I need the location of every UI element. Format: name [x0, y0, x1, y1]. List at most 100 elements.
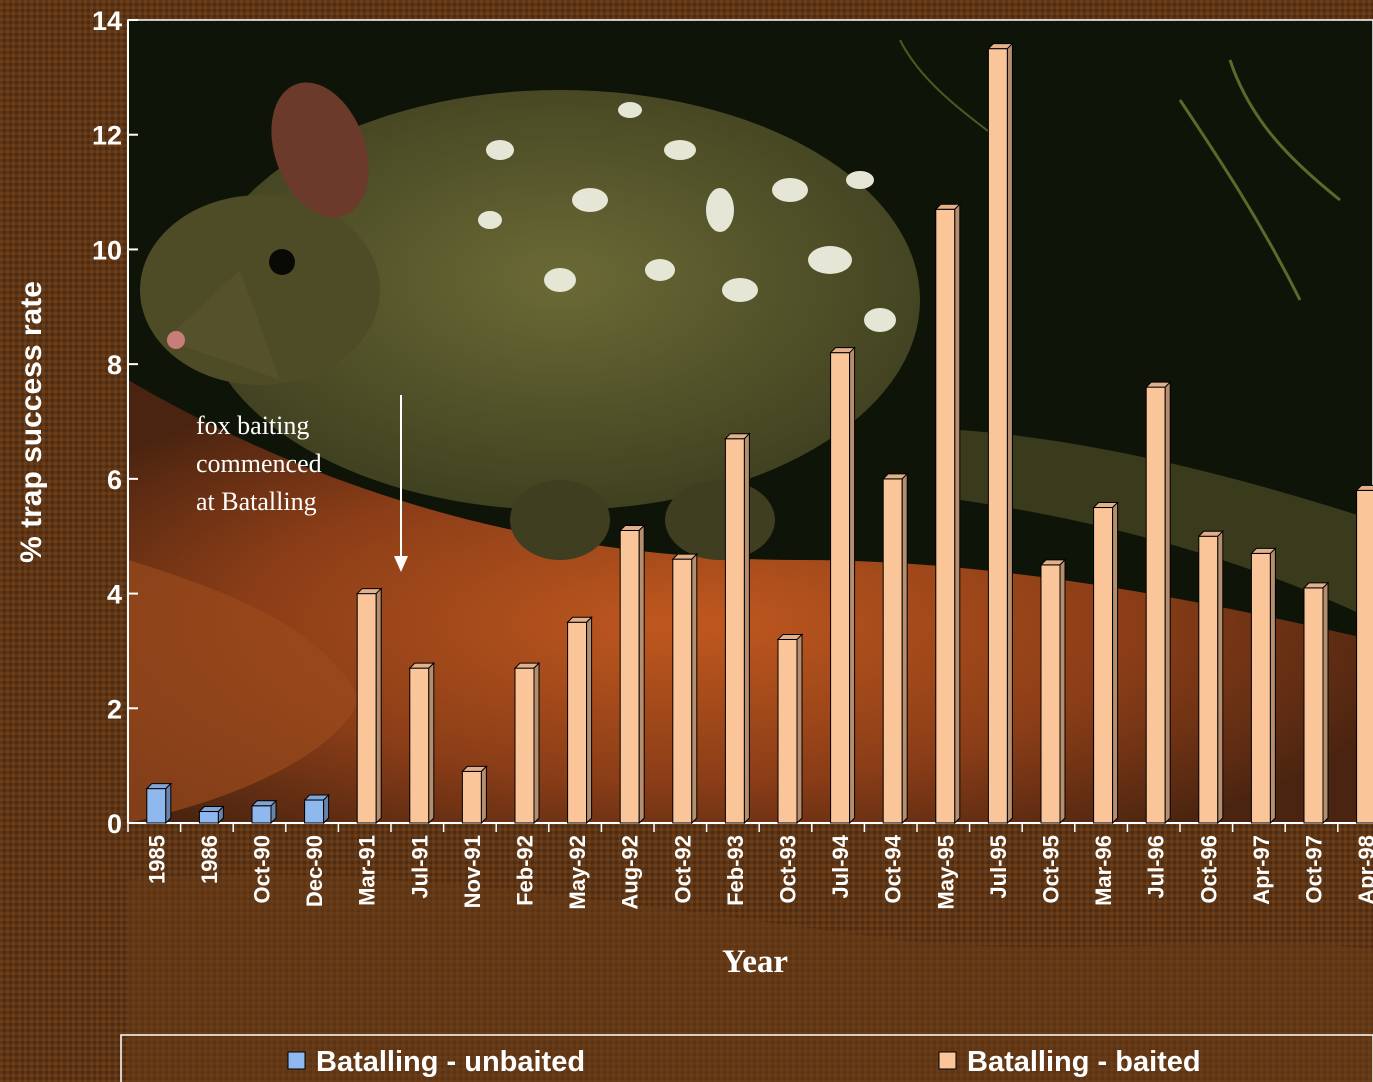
bar: [724, 432, 751, 825]
bar: [145, 782, 173, 825]
bar-side: [1006, 42, 1013, 825]
y-ticks: 0 2 4 6 8 10 12 14: [92, 6, 138, 839]
bar-front: [146, 788, 167, 824]
bar: [1355, 484, 1373, 824]
bar-front: [567, 621, 588, 824]
bar-front: [724, 438, 745, 824]
x-tick-label: Oct-97: [1302, 835, 1327, 903]
bar: [1144, 380, 1172, 825]
y-tick-label: 12: [92, 121, 122, 151]
bar-front: [777, 638, 798, 824]
x-tick-label: Apr-98: [1354, 835, 1373, 905]
bar-front: [1198, 535, 1219, 824]
y-tick-label: 8: [107, 350, 122, 380]
x-tick-label: Jul-96: [1144, 835, 1169, 899]
bar-side: [375, 587, 382, 825]
legend: Batalling - unbaited Batalling - baited: [120, 1034, 1373, 1082]
bar-front: [830, 352, 851, 824]
y-tick-label: 2: [107, 694, 122, 724]
bar-front: [251, 805, 272, 824]
bar-side: [217, 805, 224, 825]
bar-front: [356, 593, 377, 824]
x-tick-label: Oct-94: [881, 834, 906, 903]
bar: [303, 793, 330, 825]
x-tick-label: Apr-97: [1249, 835, 1274, 905]
y-tick-label: 4: [107, 580, 122, 610]
bar-side: [586, 616, 593, 825]
bar-front: [987, 48, 1008, 824]
bars: [145, 42, 1373, 825]
bar-front: [1250, 552, 1271, 824]
legend-label-baited: Batalling - baited: [967, 1046, 1201, 1078]
bar: [1039, 558, 1067, 825]
legend-label-unbaited: Batalling - unbaited: [316, 1046, 585, 1078]
x-tick-label: Mar-91: [355, 835, 380, 906]
bar-front: [672, 558, 693, 824]
bar-side: [743, 432, 750, 825]
x-tick-label: Oct-95: [1039, 835, 1064, 903]
x-tick-label: May-95: [933, 835, 958, 910]
bar: [671, 552, 699, 825]
bar-front: [1093, 507, 1114, 824]
bar: [461, 765, 488, 825]
bar-side: [480, 765, 487, 825]
bar-front: [461, 770, 482, 824]
annotation-line-2: commenced: [196, 449, 322, 478]
x-tick-label: Aug-92: [618, 835, 643, 910]
x-tick-label: Dec-90: [302, 835, 327, 907]
x-tick-label: May-92: [565, 835, 590, 910]
x-tick-label: Oct-93: [776, 835, 801, 903]
bar: [1092, 501, 1119, 825]
bar-side: [1059, 558, 1066, 825]
x-axis-title: Year: [722, 944, 788, 980]
x-tick-label: Jul-94: [828, 834, 853, 898]
bar-front: [409, 667, 430, 824]
annotation-line-3: at Batalling: [196, 487, 317, 516]
bar-side: [270, 799, 277, 825]
bar-side: [165, 782, 172, 825]
annotation: fox baiting commenced at Batalling: [196, 395, 408, 572]
x-ticks: 1985 1986 Oct-90 Dec-90 Mar-91 Jul-91 Nov-91 Fe…: [127, 823, 1373, 910]
x-tick-label: Mar-96: [1091, 835, 1116, 906]
bar: [198, 805, 225, 825]
bar: [250, 799, 278, 825]
bar: [355, 587, 383, 825]
bar-side: [901, 472, 908, 825]
y-tick-label: 0: [107, 809, 122, 839]
bar-side: [849, 346, 856, 825]
x-tick-label: 1985: [144, 835, 169, 884]
bar-side: [428, 661, 435, 825]
bar: [881, 472, 909, 825]
x-tick-label: Feb-93: [723, 835, 748, 906]
bar: [513, 661, 541, 825]
bar-side: [1112, 501, 1119, 825]
annotation-line-1: fox baiting: [196, 411, 309, 440]
x-tick-label: Jul-91: [407, 835, 432, 899]
bar: [1250, 547, 1277, 825]
y-tick-label: 14: [92, 6, 122, 36]
bar: [934, 203, 962, 825]
y-tick-label: 6: [107, 465, 122, 495]
x-tick-label: Nov-91: [460, 835, 485, 908]
bar-side: [954, 203, 961, 825]
bar-side: [1322, 581, 1329, 825]
bar-front: [1356, 489, 1373, 824]
bar-side: [638, 524, 645, 825]
x-tick-label: 1986: [197, 835, 222, 884]
bar-front: [619, 529, 640, 824]
bar: [987, 42, 1014, 825]
bar-side: [533, 661, 540, 825]
legend-swatch-unbaited: [287, 1051, 306, 1070]
bar: [1197, 530, 1225, 825]
bar-front: [304, 799, 325, 824]
y-axis-title: % trap success rate: [15, 281, 48, 563]
bar-front: [1145, 386, 1166, 824]
bar-side: [1269, 547, 1276, 825]
bar-front: [935, 208, 956, 824]
bar-front: [1303, 587, 1324, 824]
x-tick-label: Oct-90: [250, 835, 275, 903]
x-tick-label: Oct-92: [670, 835, 695, 903]
bar-front: [882, 478, 903, 824]
bar-side: [1217, 530, 1224, 825]
